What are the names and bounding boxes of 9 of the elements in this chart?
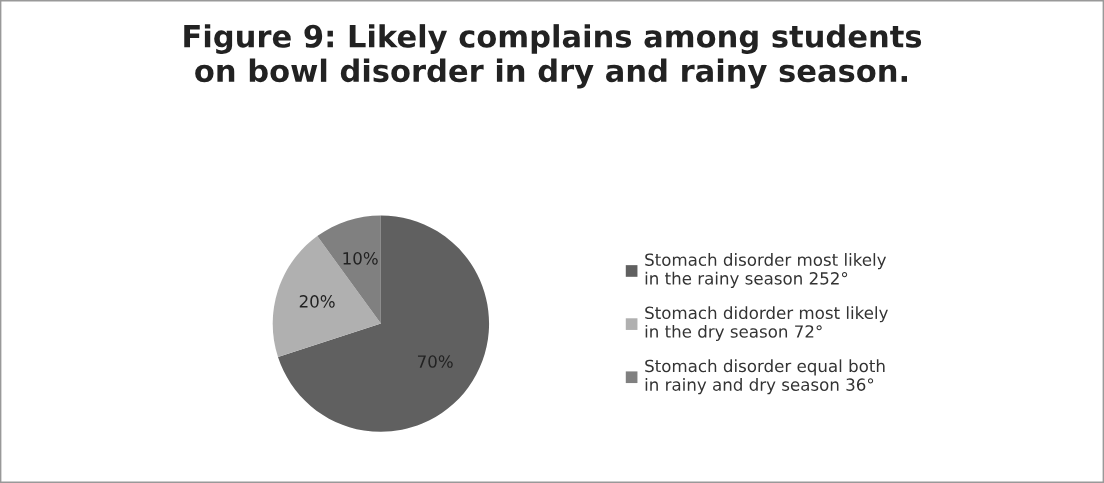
data-label: 20% xyxy=(299,295,335,308)
legend-label: Stomach disorder equal both in rainy and dry season 36° xyxy=(645,359,885,395)
legend-label: Stomach didorder most likely in the dry season 72° xyxy=(645,306,888,342)
chart-title: Figure 9: Likely complains among students on bowl disorder in dry and rainy season. xyxy=(184,24,922,89)
data-label: 70% xyxy=(417,355,453,368)
data-label: 10% xyxy=(343,252,378,265)
pie-slice xyxy=(277,215,490,432)
legend-label: Stomach disorder most likely in the rainy season 252° xyxy=(645,253,887,288)
pie-slice xyxy=(272,236,381,358)
